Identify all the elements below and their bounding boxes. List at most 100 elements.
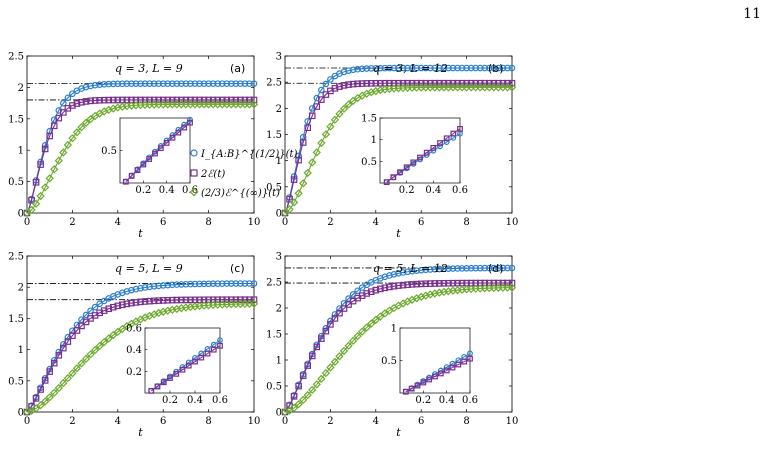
data-point bbox=[114, 96, 122, 104]
data-point bbox=[159, 80, 167, 87]
legend-marker bbox=[190, 149, 198, 157]
data-point bbox=[173, 80, 181, 87]
data-point bbox=[308, 385, 317, 395]
data-point bbox=[187, 96, 194, 104]
y-tick-label: 0 bbox=[18, 209, 24, 220]
inset-x-tick-label: 0.4 bbox=[439, 395, 455, 406]
inset-data-point bbox=[163, 139, 170, 146]
data-point bbox=[399, 281, 407, 289]
data-point bbox=[330, 115, 340, 124]
inset-data-point bbox=[204, 350, 211, 357]
series-markers-diamond bbox=[280, 83, 517, 218]
data-point bbox=[417, 266, 425, 274]
inset-data-point bbox=[457, 125, 463, 132]
data-point bbox=[205, 96, 212, 104]
data-point bbox=[60, 109, 67, 116]
data-point bbox=[196, 96, 203, 104]
data-point bbox=[87, 82, 94, 90]
data-point bbox=[64, 94, 72, 102]
data-point bbox=[86, 114, 95, 124]
data-point bbox=[335, 352, 344, 361]
data-point bbox=[404, 64, 411, 72]
inset-data-point bbox=[192, 355, 198, 361]
x-tick-label: 0 bbox=[282, 416, 288, 427]
x-tick-label: 10 bbox=[506, 217, 519, 228]
inset-data-point bbox=[443, 367, 450, 374]
data-point bbox=[467, 64, 475, 72]
inset-data-point bbox=[420, 379, 427, 386]
data-point bbox=[421, 291, 430, 300]
data-point bbox=[168, 96, 176, 104]
data-point bbox=[322, 80, 330, 88]
data-point bbox=[105, 305, 113, 313]
data-point bbox=[499, 64, 507, 72]
data-point bbox=[72, 364, 82, 373]
inset-data-point bbox=[426, 376, 433, 383]
data-point bbox=[232, 280, 240, 287]
data-point bbox=[168, 80, 176, 87]
data-point bbox=[431, 280, 439, 287]
x-tick-label: 10 bbox=[248, 217, 261, 228]
inset-x-tick-label: 0.6 bbox=[212, 395, 228, 406]
data-point bbox=[431, 265, 439, 273]
inset-data-point bbox=[198, 354, 205, 361]
y-tick-label: 0.5 bbox=[8, 376, 24, 387]
data-point bbox=[196, 280, 203, 288]
data-point bbox=[417, 64, 425, 72]
data-point bbox=[141, 284, 149, 291]
panel-d: 0 2 4 6 8 10 0 0.5 1 1.5 2 2.5 3 t q = 5, L = 12 (d) 0.2… bbox=[266, 252, 518, 440]
data-point bbox=[60, 344, 67, 352]
data-point bbox=[395, 64, 402, 72]
data-point bbox=[100, 337, 109, 347]
inset-data-point bbox=[152, 150, 158, 157]
data-point bbox=[508, 279, 516, 287]
data-point bbox=[91, 303, 99, 311]
data-point bbox=[340, 305, 348, 312]
data-point bbox=[458, 79, 466, 87]
inset-data-point bbox=[390, 174, 397, 181]
data-point bbox=[200, 96, 208, 104]
x-axis-label: t bbox=[396, 426, 401, 439]
data-point bbox=[209, 280, 217, 288]
data-point bbox=[426, 79, 434, 87]
data-point bbox=[90, 345, 100, 355]
data-point bbox=[159, 282, 167, 289]
data-point bbox=[50, 122, 58, 130]
data-point bbox=[395, 282, 402, 289]
inset-x-tick-label: 0.4 bbox=[187, 395, 203, 406]
data-point bbox=[96, 96, 103, 104]
data-point bbox=[50, 116, 58, 123]
data-point bbox=[214, 296, 221, 304]
data-point bbox=[303, 168, 312, 178]
data-point bbox=[372, 79, 380, 87]
data-point bbox=[495, 264, 502, 272]
inset-x-tick-label: 0.4 bbox=[425, 185, 441, 196]
data-point bbox=[114, 80, 122, 88]
data-point bbox=[109, 80, 117, 88]
data-point bbox=[137, 298, 144, 306]
data-point bbox=[119, 80, 126, 88]
data-point bbox=[81, 118, 91, 127]
inset-data-point bbox=[167, 375, 173, 381]
data-point bbox=[218, 296, 226, 304]
x-tick-label: 8 bbox=[205, 416, 211, 427]
panel-label: (d) bbox=[488, 262, 504, 275]
data-point bbox=[376, 312, 385, 321]
x-tick-label: 4 bbox=[115, 416, 121, 427]
inset-series-line bbox=[150, 339, 221, 392]
data-point bbox=[358, 80, 366, 87]
data-point bbox=[91, 81, 99, 89]
data-point bbox=[137, 96, 144, 104]
data-point bbox=[413, 267, 420, 274]
y-tick-label: 0 bbox=[276, 408, 282, 419]
data-point bbox=[440, 79, 448, 87]
data-point bbox=[363, 290, 371, 297]
data-point bbox=[476, 264, 484, 272]
data-point bbox=[82, 311, 90, 319]
axes-frame bbox=[26, 55, 255, 214]
data-point bbox=[289, 198, 299, 207]
data-point bbox=[164, 96, 172, 104]
data-point bbox=[132, 80, 140, 87]
data-point bbox=[218, 280, 226, 287]
inset-data-point bbox=[410, 159, 417, 166]
